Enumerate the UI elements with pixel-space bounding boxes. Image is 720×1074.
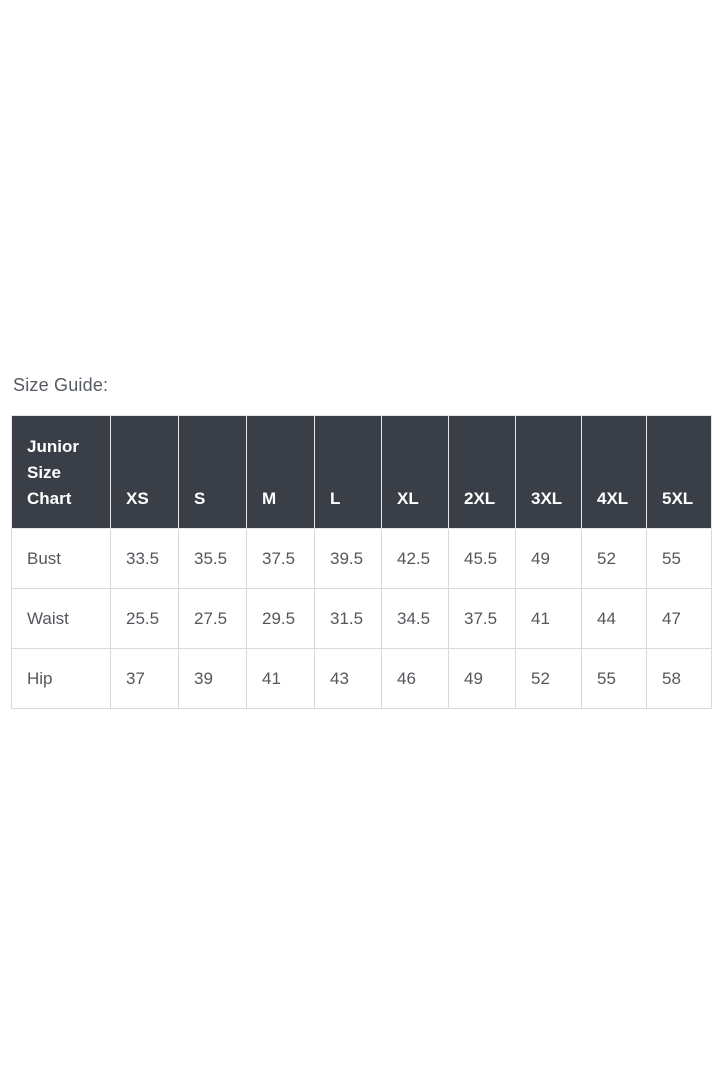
cell-waist-2xl: 37.5 xyxy=(448,588,516,649)
cell-bust-xl: 42.5 xyxy=(381,528,449,589)
cell-hip-s: 39 xyxy=(178,648,247,709)
cell-waist-xs: 25.5 xyxy=(110,588,179,649)
cell-hip-5xl: 58 xyxy=(646,648,712,709)
cell-hip-xl: 46 xyxy=(381,648,449,709)
header-cell-title: Junior Size Chart xyxy=(11,415,111,529)
cell-bust-l: 39.5 xyxy=(314,528,382,589)
cell-bust-2xl: 45.5 xyxy=(448,528,516,589)
header-cell-xl: XL xyxy=(381,415,449,529)
cell-waist-5xl: 47 xyxy=(646,588,712,649)
cell-hip-m: 41 xyxy=(246,648,315,709)
table-row-hip: Hip 37 39 41 43 46 49 52 55 58 xyxy=(11,648,712,709)
cell-bust-m: 37.5 xyxy=(246,528,315,589)
cell-hip-3xl: 52 xyxy=(515,648,582,709)
cell-bust-xs: 33.5 xyxy=(110,528,179,589)
cell-bust-3xl: 49 xyxy=(515,528,582,589)
header-cell-xs: XS xyxy=(110,415,179,529)
header-cell-3xl: 3XL xyxy=(515,415,582,529)
header-cell-s: S xyxy=(178,415,247,529)
size-guide-heading: Size Guide: xyxy=(13,375,109,395)
cell-waist-s: 27.5 xyxy=(178,588,247,649)
row-label-bust: Bust xyxy=(11,528,111,589)
row-label-hip: Hip xyxy=(11,648,111,709)
cell-waist-4xl: 44 xyxy=(581,588,647,649)
cell-hip-l: 43 xyxy=(314,648,382,709)
table-header-row: Junior Size Chart XS S M L XL 2XL 3XL 4X… xyxy=(11,415,712,529)
header-cell-l: L xyxy=(314,415,382,529)
junior-size-chart-table: Junior Size Chart XS S M L XL 2XL 3XL 4X… xyxy=(11,415,712,709)
cell-waist-3xl: 41 xyxy=(515,588,582,649)
table-row-bust: Bust 33.5 35.5 37.5 39.5 42.5 45.5 49 52… xyxy=(11,528,712,589)
header-cell-4xl: 4XL xyxy=(581,415,647,529)
header-cell-m: M xyxy=(246,415,315,529)
cell-bust-5xl: 55 xyxy=(646,528,712,589)
cell-hip-xs: 37 xyxy=(110,648,179,709)
cell-hip-4xl: 55 xyxy=(581,648,647,709)
cell-waist-l: 31.5 xyxy=(314,588,382,649)
size-guide-section: Size Guide: Junior Size Chart XS S xyxy=(11,374,712,709)
header-cell-2xl: 2XL xyxy=(448,415,516,529)
cell-hip-2xl: 49 xyxy=(448,648,516,709)
header-cell-5xl: 5XL xyxy=(646,415,712,529)
row-label-waist: Waist xyxy=(11,588,111,649)
cell-waist-m: 29.5 xyxy=(246,588,315,649)
cell-bust-s: 35.5 xyxy=(178,528,247,589)
table-row-waist: Waist 25.5 27.5 29.5 31.5 34.5 37.5 41 4… xyxy=(11,588,712,649)
cell-waist-xl: 34.5 xyxy=(381,588,449,649)
cell-bust-4xl: 52 xyxy=(581,528,647,589)
